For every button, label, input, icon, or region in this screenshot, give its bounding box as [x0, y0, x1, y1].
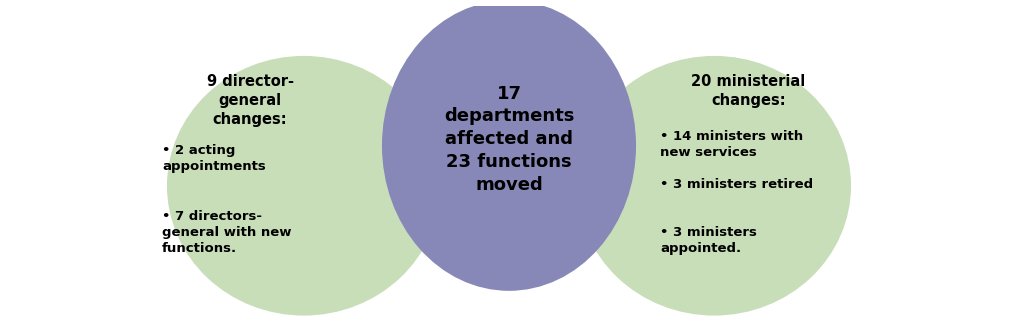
Text: • 3 ministers retired: • 3 ministers retired	[661, 178, 813, 191]
Ellipse shape	[382, 0, 636, 291]
Text: • 7 directors-
general with new
functions.: • 7 directors- general with new function…	[162, 211, 291, 255]
Ellipse shape	[167, 56, 441, 316]
Text: 9 director-
general
changes:: 9 director- general changes:	[207, 74, 293, 127]
Text: • 14 ministers with
new services: • 14 ministers with new services	[661, 130, 803, 159]
Text: • 2 acting
appointments: • 2 acting appointments	[162, 144, 266, 173]
Text: 20 ministerial
changes:: 20 ministerial changes:	[691, 74, 805, 108]
Ellipse shape	[577, 56, 851, 316]
Text: 17
departments
affected and
23 functions
moved: 17 departments affected and 23 functions…	[444, 85, 574, 194]
Text: • 3 ministers
appointed.: • 3 ministers appointed.	[661, 226, 757, 255]
